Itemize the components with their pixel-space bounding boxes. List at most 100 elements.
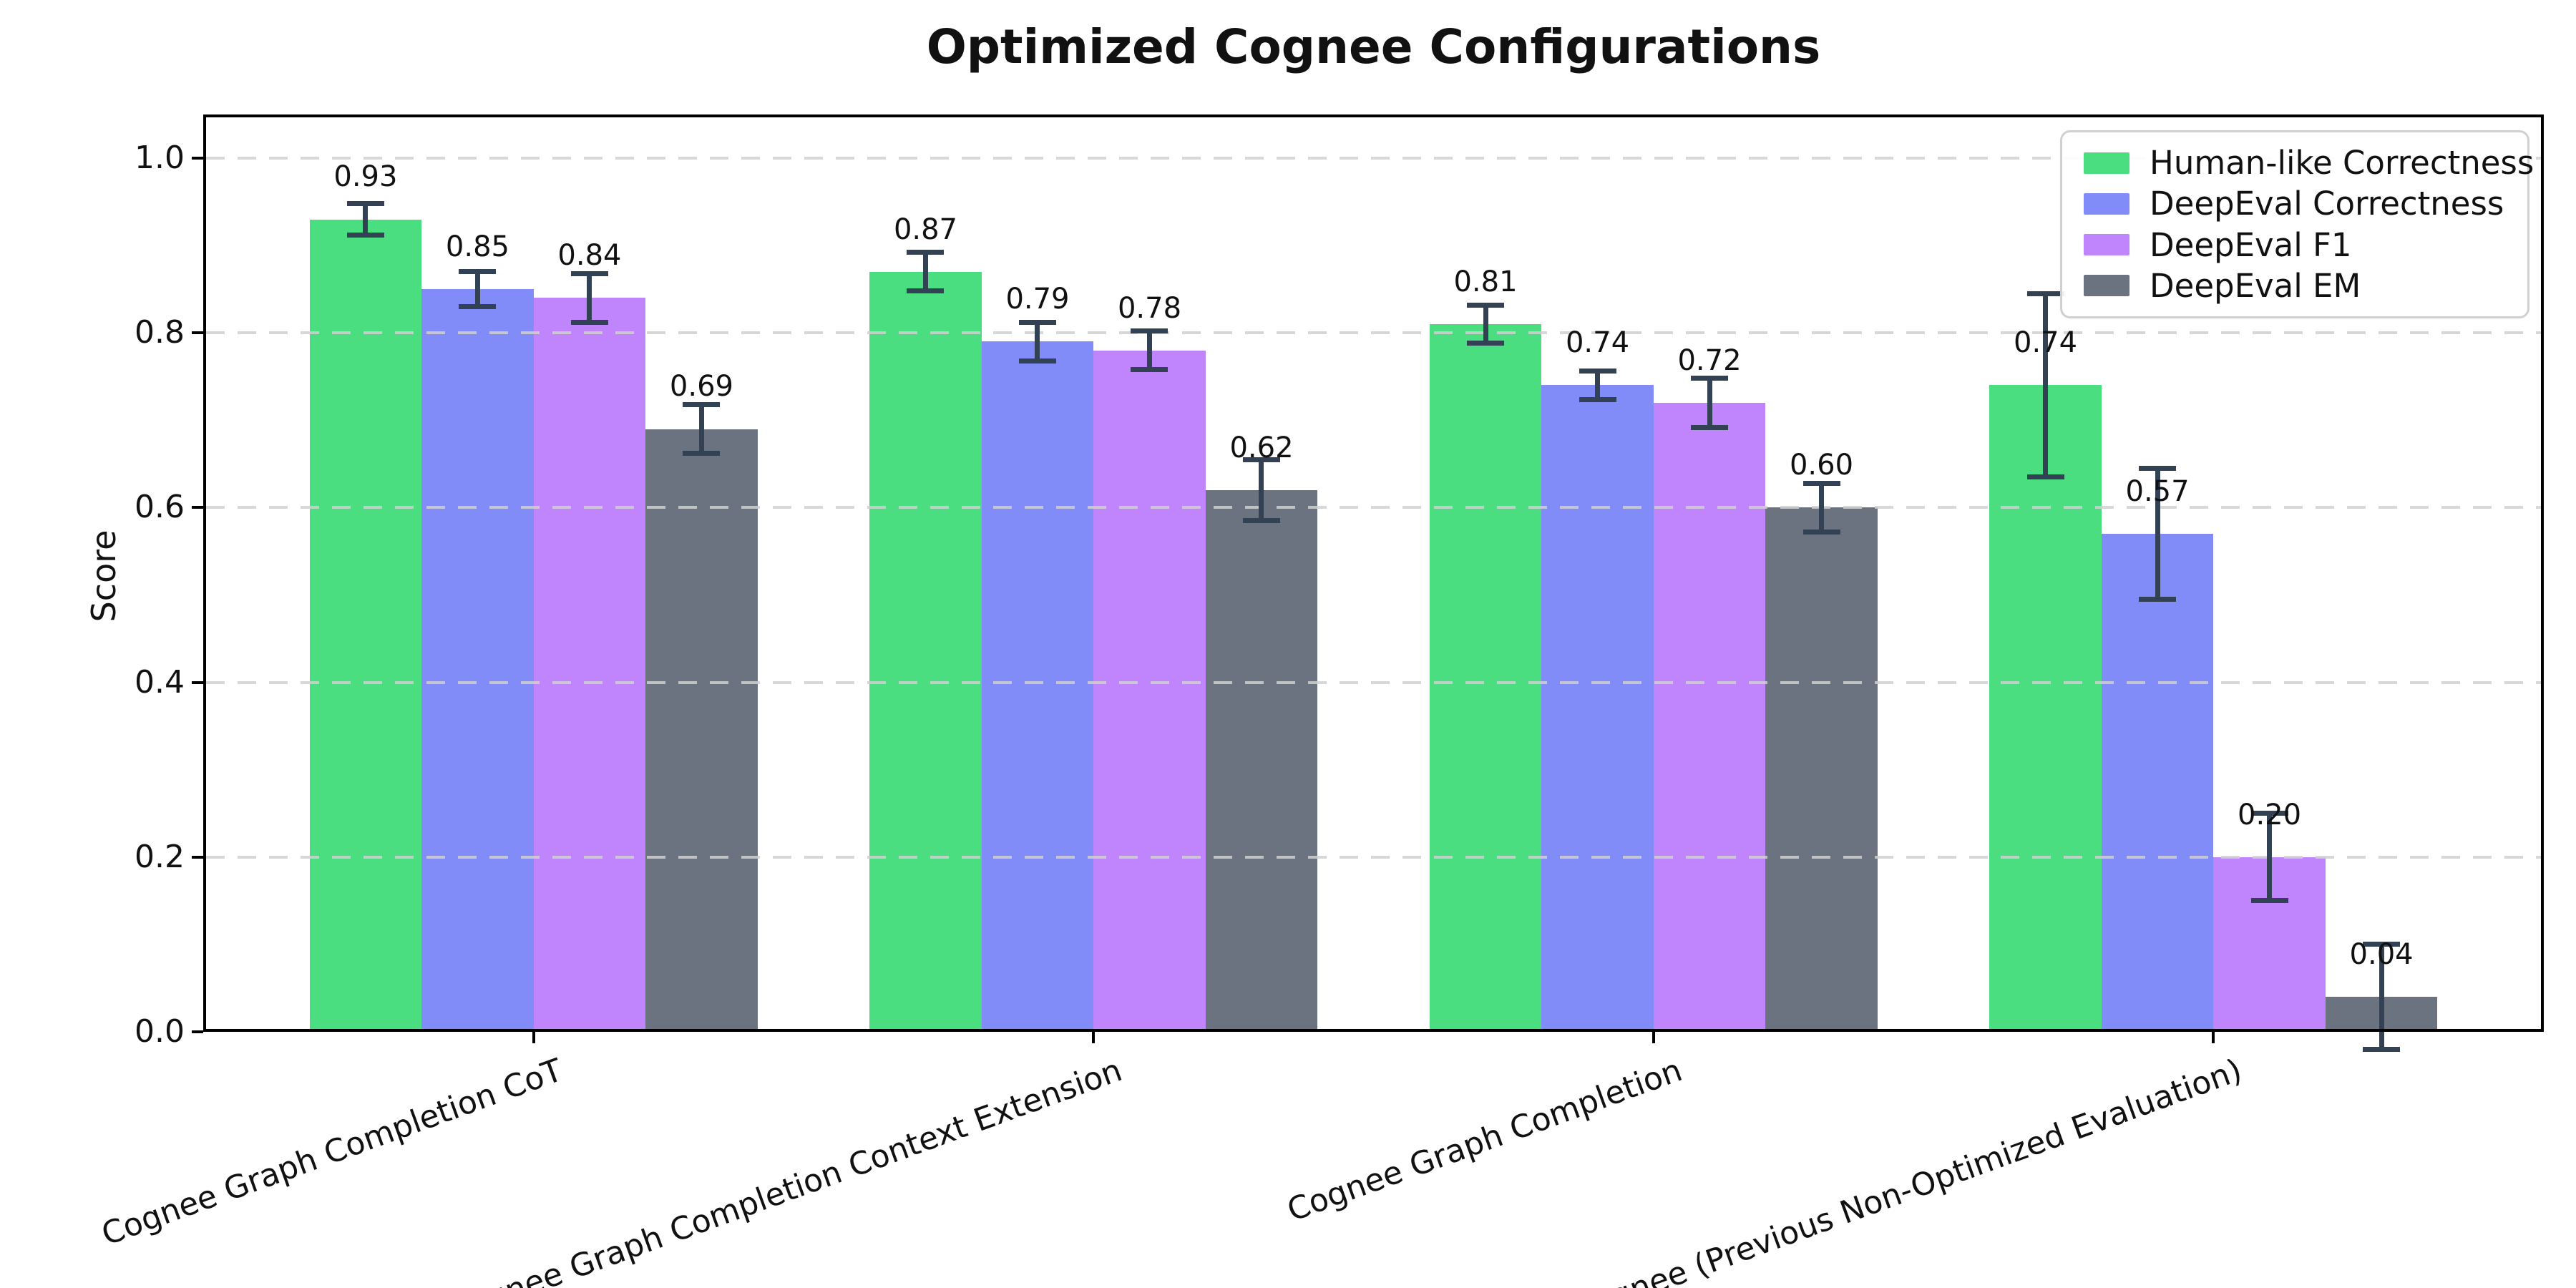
error-bar-cap	[2139, 597, 2177, 602]
error-bar-cap	[346, 201, 384, 207]
error-bar-cap	[570, 320, 608, 326]
value-label: 0.69	[669, 370, 733, 404]
legend-label: DeepEval Correctness	[2150, 185, 2504, 223]
value-label: 0.20	[2238, 798, 2302, 831]
legend-swatch-icon	[2084, 234, 2129, 256]
error-bar	[1707, 378, 1712, 428]
legend-item: DeepEval EM	[2084, 270, 2506, 302]
bar-deepeval-em-group1	[645, 429, 758, 1032]
error-bar-cap	[2363, 1046, 2401, 1052]
y-axis-tick	[192, 157, 203, 160]
legend-swatch-icon	[2084, 275, 2129, 297]
error-bar-cap	[1802, 480, 1840, 486]
error-bar-cap	[1131, 367, 1169, 373]
error-bar-cap	[2363, 942, 2401, 947]
error-bar-cap	[1242, 457, 1280, 462]
value-label: 0.62	[1229, 431, 1294, 464]
error-bar	[363, 203, 369, 235]
value-label: 0.72	[1677, 343, 1742, 377]
value-label: 0.74	[1565, 326, 1630, 360]
y-tick-label: 0.2	[135, 838, 185, 875]
error-bar-cap	[1018, 358, 1056, 364]
error-bar	[1259, 459, 1264, 521]
error-bar-cap	[2250, 898, 2288, 904]
y-tick-label: 0.6	[135, 489, 185, 526]
value-label: 0.74	[2014, 326, 2078, 360]
error-bar-cap	[2026, 291, 2064, 296]
y-tick-label: 0.4	[135, 663, 185, 701]
legend-item: Human-like Correctness	[2084, 147, 2534, 179]
legend-label: DeepEval F1	[2150, 225, 2352, 264]
error-bar-cap	[2250, 811, 2288, 816]
error-bar-cap	[2139, 465, 2177, 471]
value-label: 0.87	[893, 213, 957, 246]
error-bar-cap	[683, 401, 721, 407]
bar-deepeval-correctness-group2	[981, 341, 1094, 1032]
error-bar-cap	[570, 270, 608, 276]
error-bar	[2043, 293, 2049, 477]
error-bar	[2379, 944, 2384, 1050]
error-bar	[2267, 813, 2273, 901]
bar-deepeval-correctness-group3	[1541, 385, 1654, 1032]
legend-swatch-icon	[2084, 152, 2129, 174]
x-axis-tick	[1092, 1032, 1096, 1043]
error-bar	[1035, 322, 1040, 361]
error-bar-cap	[1467, 341, 1504, 346]
error-bar-cap	[907, 250, 945, 255]
legend-item: DeepEval Correctness	[2084, 187, 2506, 220]
y-axis-tick	[192, 855, 203, 859]
legend-item: DeepEval F1	[2084, 229, 2506, 261]
bar-human-like-correctness-group3	[1429, 324, 1542, 1032]
chart-title: Optimized Cognee Configurations	[926, 19, 1821, 74]
error-bar-cap	[907, 288, 945, 294]
error-bar-cap	[459, 269, 497, 275]
bar-deepeval-em-group3	[1765, 507, 1878, 1032]
gridline	[206, 157, 2541, 160]
y-tick-label: 0.0	[135, 1013, 185, 1050]
error-bar-cap	[1691, 376, 1729, 381]
x-axis-tick	[2212, 1032, 2215, 1043]
bar-deepeval-correctness-group1	[421, 289, 534, 1032]
error-bar	[922, 252, 928, 291]
error-bar	[2155, 468, 2160, 600]
value-label: 0.81	[1453, 265, 1518, 298]
value-label: 0.60	[1789, 449, 1854, 482]
gridline	[206, 331, 2541, 335]
error-bar	[1146, 331, 1152, 370]
y-axis-tick	[192, 331, 203, 335]
error-bar-cap	[1467, 302, 1504, 308]
y-axis-tick	[192, 1030, 203, 1033]
gridline	[206, 855, 2541, 859]
value-label: 0.85	[445, 230, 509, 264]
value-label: 0.57	[2125, 475, 2190, 508]
bar-deepeval-f1-group2	[1093, 350, 1206, 1032]
bar-deepeval-f1-group3	[1653, 402, 1766, 1032]
error-bar	[474, 271, 480, 307]
error-bar-cap	[459, 304, 497, 310]
bar-human-like-correctness-group1	[309, 219, 422, 1032]
error-bar-cap	[683, 451, 721, 457]
error-bar-cap	[2026, 474, 2064, 480]
error-bar	[1595, 371, 1600, 400]
error-bar	[587, 273, 592, 323]
bar-deepeval-f1-group1	[533, 298, 646, 1032]
error-bar	[698, 404, 704, 454]
error-bar	[1819, 483, 1825, 532]
legend-label: Human-like Correctness	[2150, 144, 2534, 182]
y-tick-label: 1.0	[135, 140, 185, 177]
legend-label: DeepEval EM	[2150, 266, 2361, 305]
error-bar-cap	[1131, 328, 1169, 334]
error-bar-cap	[1242, 518, 1280, 524]
value-label: 0.78	[1117, 291, 1182, 325]
error-bar-cap	[1691, 424, 1729, 430]
error-bar-cap	[1802, 530, 1840, 535]
bar-deepeval-em-group2	[1205, 490, 1318, 1032]
value-label: 0.79	[1005, 283, 1070, 316]
bar-human-like-correctness-group2	[869, 271, 982, 1032]
legend-swatch-icon	[2084, 192, 2129, 215]
error-bar	[1483, 305, 1488, 343]
value-label: 0.84	[557, 239, 622, 273]
error-bar-cap	[1579, 369, 1616, 374]
x-tick-label: Cognee Graph Completion CoT	[97, 1052, 567, 1253]
